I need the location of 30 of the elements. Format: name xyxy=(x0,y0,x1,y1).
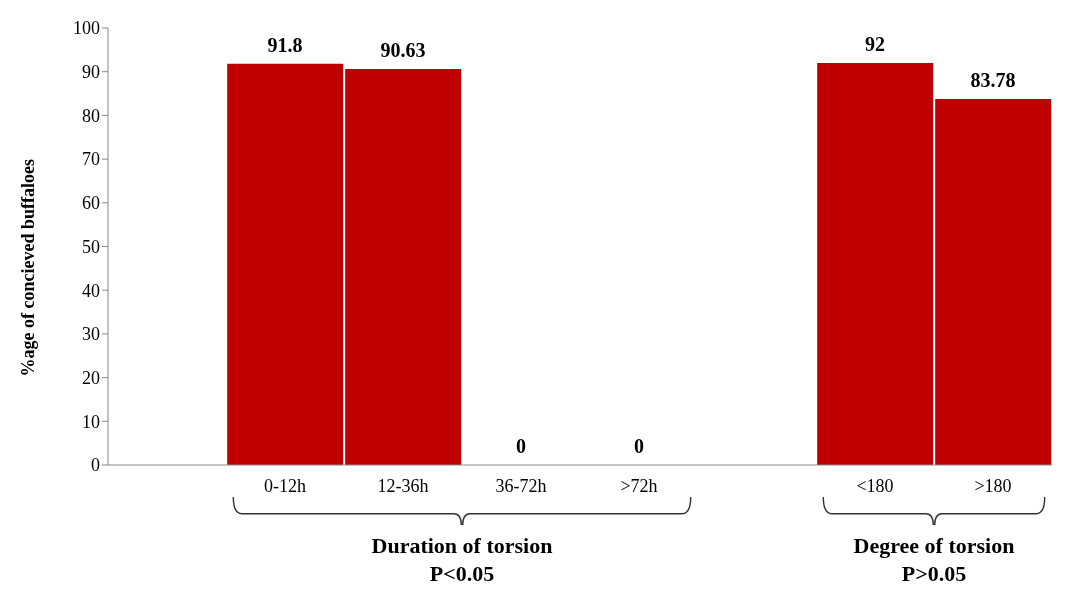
y-tick-label: 60 xyxy=(82,193,100,214)
y-tick-label: 90 xyxy=(82,62,100,83)
y-tick-label: 100 xyxy=(73,18,100,39)
x-tick-label: 36-72h xyxy=(495,475,547,496)
bar xyxy=(227,63,344,465)
data-label: 0 xyxy=(634,435,644,457)
y-tick-label: 10 xyxy=(82,411,100,432)
bar xyxy=(935,98,1052,465)
y-tick-label: 40 xyxy=(82,280,100,301)
bar xyxy=(345,68,462,465)
x-tick-label: 0-12h xyxy=(264,475,306,496)
text: Duration of torsion P<0.05 xyxy=(371,533,553,586)
bar xyxy=(817,62,934,465)
y-tick-label: 80 xyxy=(82,105,100,126)
data-label: 92 xyxy=(865,32,885,55)
text: Degree of torsion P>0.05 xyxy=(853,533,1015,586)
y-tick-label: 70 xyxy=(82,149,100,170)
y-tick-label: 0 xyxy=(91,455,100,476)
data-label: 91.8 xyxy=(267,33,303,56)
data-label: 90.63 xyxy=(380,38,426,61)
y-tick-label: 30 xyxy=(82,324,100,345)
y-axis-title: %age of concieved buffaloes xyxy=(18,159,39,377)
x-tick-label: >72h xyxy=(620,475,658,496)
x-tick-label: >180 xyxy=(974,475,1012,496)
x-tick-label: 12-36h xyxy=(377,475,429,496)
data-label: 0 xyxy=(516,435,526,457)
data-label: 83.78 xyxy=(970,68,1016,91)
y-tick-label: 20 xyxy=(82,367,100,388)
y-tick-label: 50 xyxy=(82,236,100,257)
x-tick-label: <180 xyxy=(856,475,894,496)
